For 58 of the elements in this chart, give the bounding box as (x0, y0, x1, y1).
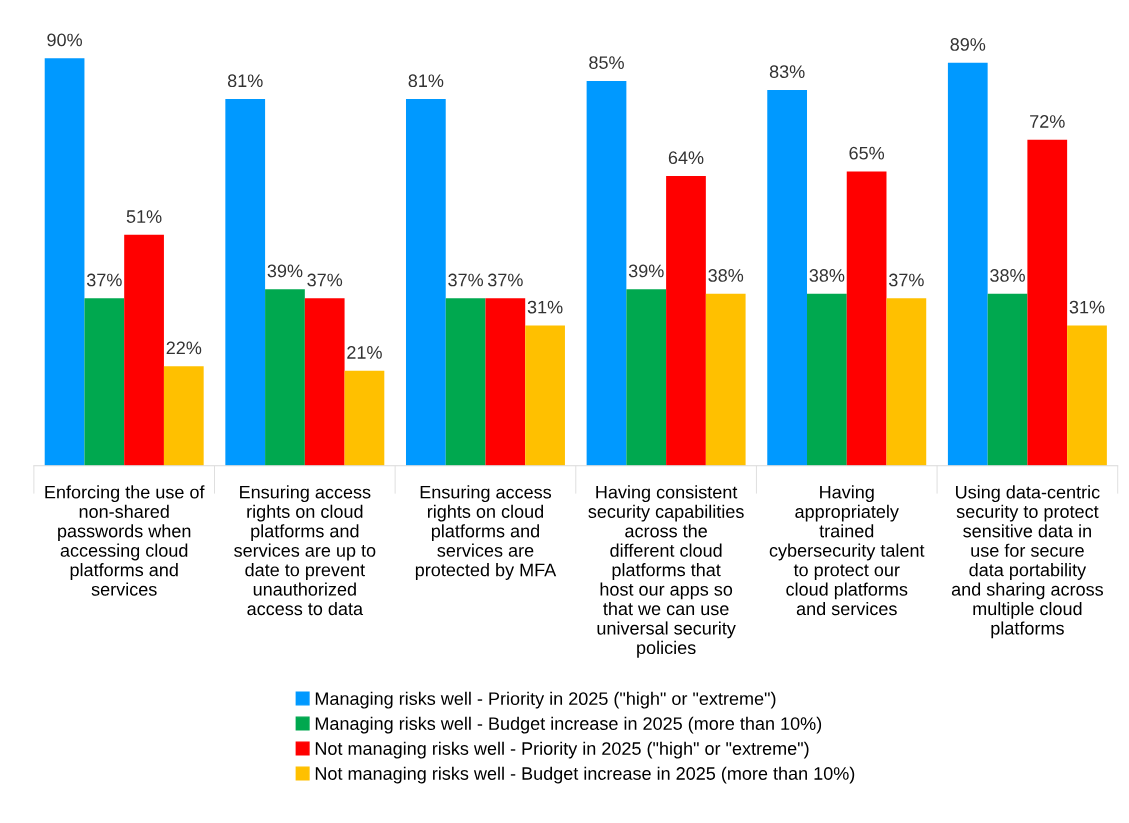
bar (225, 99, 266, 466)
data-label: 22% (166, 341, 202, 355)
bar (886, 298, 927, 466)
bar (807, 293, 847, 466)
bar (586, 80, 627, 466)
bar (405, 99, 446, 466)
bar (44, 58, 85, 466)
data-label: 37% (307, 273, 343, 287)
bar (265, 289, 305, 466)
data-label: 37% (86, 273, 122, 287)
bar (846, 171, 887, 466)
bar (1067, 325, 1107, 466)
bar (304, 298, 345, 466)
data-label: 21% (347, 346, 382, 359)
legend-label: Not managing risks well - Priority in 2025 ("high" or "extreme") (315, 741, 809, 759)
bar (626, 289, 667, 466)
data-label: 38% (990, 269, 1025, 282)
legend-label: Managing risks well - Budget increase in 2025 (more than 10%) (315, 716, 822, 734)
legend-label: Managing risks well - Priority in 2025 ("high" or "extreme") (315, 691, 776, 709)
data-label: 90% (47, 33, 83, 47)
bar (163, 366, 204, 466)
data-label: 39% (628, 264, 664, 278)
bar (344, 370, 385, 466)
data-label: 51% (126, 210, 162, 223)
data-label: 37% (888, 273, 924, 287)
bar (1027, 139, 1068, 466)
bar (705, 293, 746, 466)
x-tick-label: Enforcing the use of non-shared passwords when accessing cloud platforms and services (45, 485, 205, 596)
data-label: 89% (950, 38, 986, 51)
data-label: 72% (1030, 115, 1065, 128)
data-label: 39% (267, 264, 303, 278)
data-label: 81% (408, 74, 444, 88)
x-tick-label: Ensuring access rights on cloud platforms and services are up to date to prevent unauthorized access to data (234, 485, 376, 616)
x-tick-label: Ensuring access rights on cloud platforms and services are protected by MFA (415, 485, 557, 580)
data-label: 64% (668, 151, 704, 165)
bar (947, 62, 988, 466)
data-label: 37% (448, 273, 484, 287)
bar (485, 298, 526, 466)
data-label: 38% (809, 269, 845, 282)
data-label: 83% (769, 65, 805, 79)
data-label: 31% (1069, 300, 1105, 314)
data-label: 31% (527, 300, 563, 314)
bar (124, 234, 164, 466)
bar (987, 293, 1028, 466)
bar (666, 175, 706, 466)
bar (525, 325, 565, 466)
data-label: 81% (227, 74, 263, 88)
category-label: Having consistent security capabilities across the different cloud platforms that host our apps so that we can use universal security policies (588, 485, 744, 658)
bar (84, 298, 125, 466)
bar (445, 298, 486, 466)
data-label: 37% (487, 273, 523, 287)
bar (767, 89, 808, 466)
data-label: 85% (589, 56, 624, 69)
legend-label: Not managing risks well - Budget increase in 2025 (more than 10%) (315, 766, 855, 784)
data-label: 65% (849, 146, 885, 160)
x-tick-label: Using data-centric security to protect sensitive data in use for secure data portability and sharing across multiple cloud platforms (951, 485, 1104, 639)
data-label: 38% (708, 269, 744, 282)
x-tick-label: Having appropriately trained cybersecurity talent to protect our cloud platforms and services (769, 485, 925, 616)
